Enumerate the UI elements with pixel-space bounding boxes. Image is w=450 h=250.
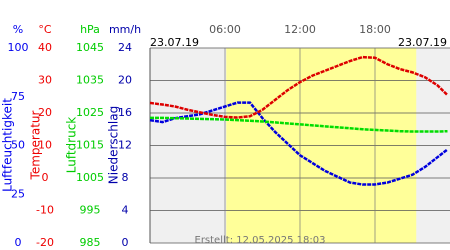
y-tick-label: 995 xyxy=(80,204,101,217)
axis-title: Luftdruck xyxy=(65,117,79,174)
y-tick-label: 30 xyxy=(38,74,52,87)
y-tick-label: 1045 xyxy=(76,41,104,54)
series-line xyxy=(149,55,449,119)
y-tick-label: 4 xyxy=(122,204,129,217)
axis-title: Luftfeuchtigkeit xyxy=(1,98,15,192)
y-tick-label: 20 xyxy=(38,106,52,119)
y-tick-label: 16 xyxy=(118,106,132,119)
axis-title: Niederschlag xyxy=(107,106,121,184)
axis-unit: mm/h xyxy=(109,23,141,36)
y-tick-label: 40 xyxy=(38,41,52,54)
y-tick-label: 1015 xyxy=(76,139,104,152)
axis-unit: °C xyxy=(38,23,52,36)
y-tick-label: 10 xyxy=(38,139,52,152)
footer: Erstellt: 12.05.2025 18:03 xyxy=(195,235,326,246)
axis-unit: hPa xyxy=(80,23,100,36)
y-tick-label: 25 xyxy=(11,187,25,200)
x-tick-label: 12:00 xyxy=(284,23,316,36)
y-tick-label: 1005 xyxy=(76,171,104,184)
y-tick-label: -20 xyxy=(36,236,54,249)
series-line xyxy=(150,116,448,133)
y-tick-label: 985 xyxy=(80,236,101,249)
y-tick-label: 0 xyxy=(15,236,22,249)
axis-unit: % xyxy=(13,23,23,36)
y-tick-label: 20 xyxy=(118,74,132,87)
y-tick-label: 8 xyxy=(122,171,129,184)
y-tick-label: 0 xyxy=(42,171,49,184)
x-tick-label: 06:00 xyxy=(209,23,241,36)
date-left: 23.07.19 xyxy=(150,36,199,49)
y-tick-label: 50 xyxy=(11,139,25,152)
y-tick-label: 1025 xyxy=(76,106,104,119)
date-right: 23.07.19 xyxy=(398,36,447,49)
y-tick-label: 0 xyxy=(122,236,129,249)
y-tick-label: 12 xyxy=(118,139,132,152)
x-tick-label: 18:00 xyxy=(359,23,391,36)
y-tick-label: 24 xyxy=(118,41,132,54)
y-tick-label: -10 xyxy=(36,204,54,217)
y-tick-label: 100 xyxy=(8,41,29,54)
axis-title: Temperatur xyxy=(29,110,43,180)
y-tick-label: 75 xyxy=(11,90,25,103)
y-tick-label: 1035 xyxy=(76,74,104,87)
series-line xyxy=(149,101,449,186)
